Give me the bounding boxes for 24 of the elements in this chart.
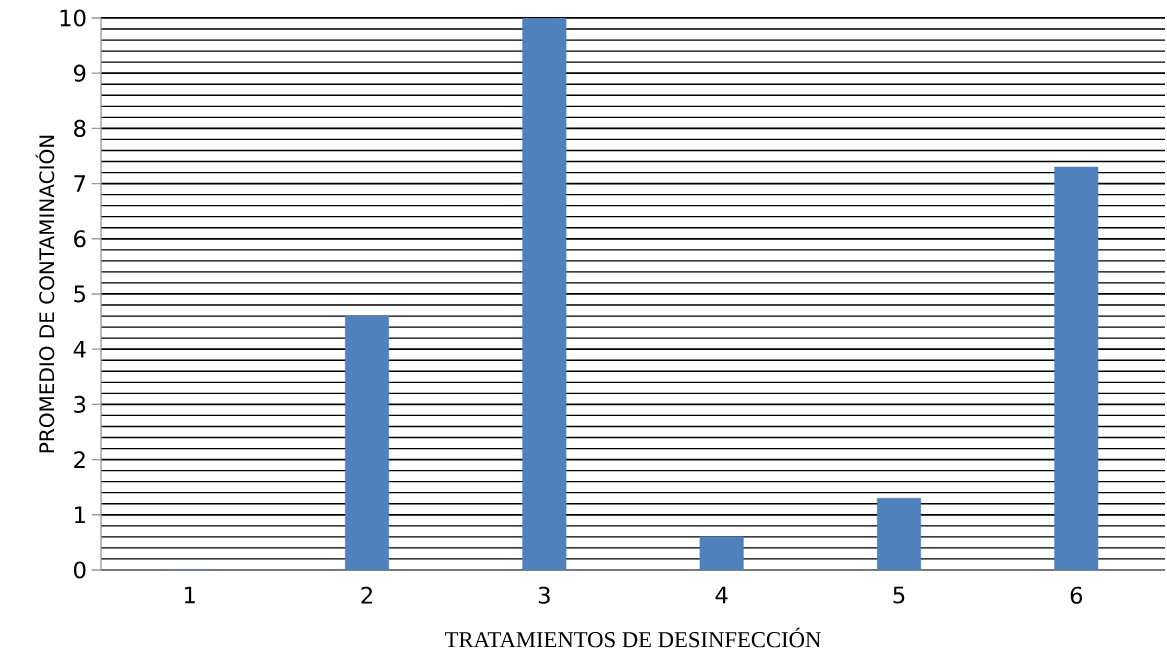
y-tick-label: 4 — [73, 340, 86, 358]
y-tick-label: 6 — [74, 230, 86, 248]
bar — [1054, 166, 1099, 570]
x-tick-label: 3 — [538, 586, 550, 604]
y-tick-label: 10 — [60, 9, 86, 27]
bar — [699, 536, 744, 570]
y-tick-label: 2 — [74, 451, 85, 468]
x-tick-label: 5 — [893, 586, 905, 604]
x-tick-label: 6 — [1070, 586, 1083, 604]
y-tick-label: 8 — [74, 119, 86, 137]
x-tick-label: 1 — [184, 586, 195, 604]
bar — [522, 17, 567, 570]
y-tick-label: 7 — [74, 175, 86, 192]
x-axis-title: TRATAMIENTOS DE DESINFECCIÓN — [445, 627, 821, 648]
y-tick-label: 0 — [74, 561, 86, 579]
y-tick-label: 1 — [75, 506, 85, 524]
bar — [345, 315, 389, 570]
x-tick-label: 4 — [715, 586, 728, 604]
x-tick-label: 2 — [361, 586, 372, 604]
y-tick-label: 3 — [74, 395, 86, 413]
y-tick-label: 9 — [73, 64, 86, 82]
y-axis-title: PROMEDIO DE CONTAMINACIÓN — [35, 135, 55, 453]
bar — [877, 497, 921, 570]
y-tick-label: 5 — [74, 285, 85, 303]
